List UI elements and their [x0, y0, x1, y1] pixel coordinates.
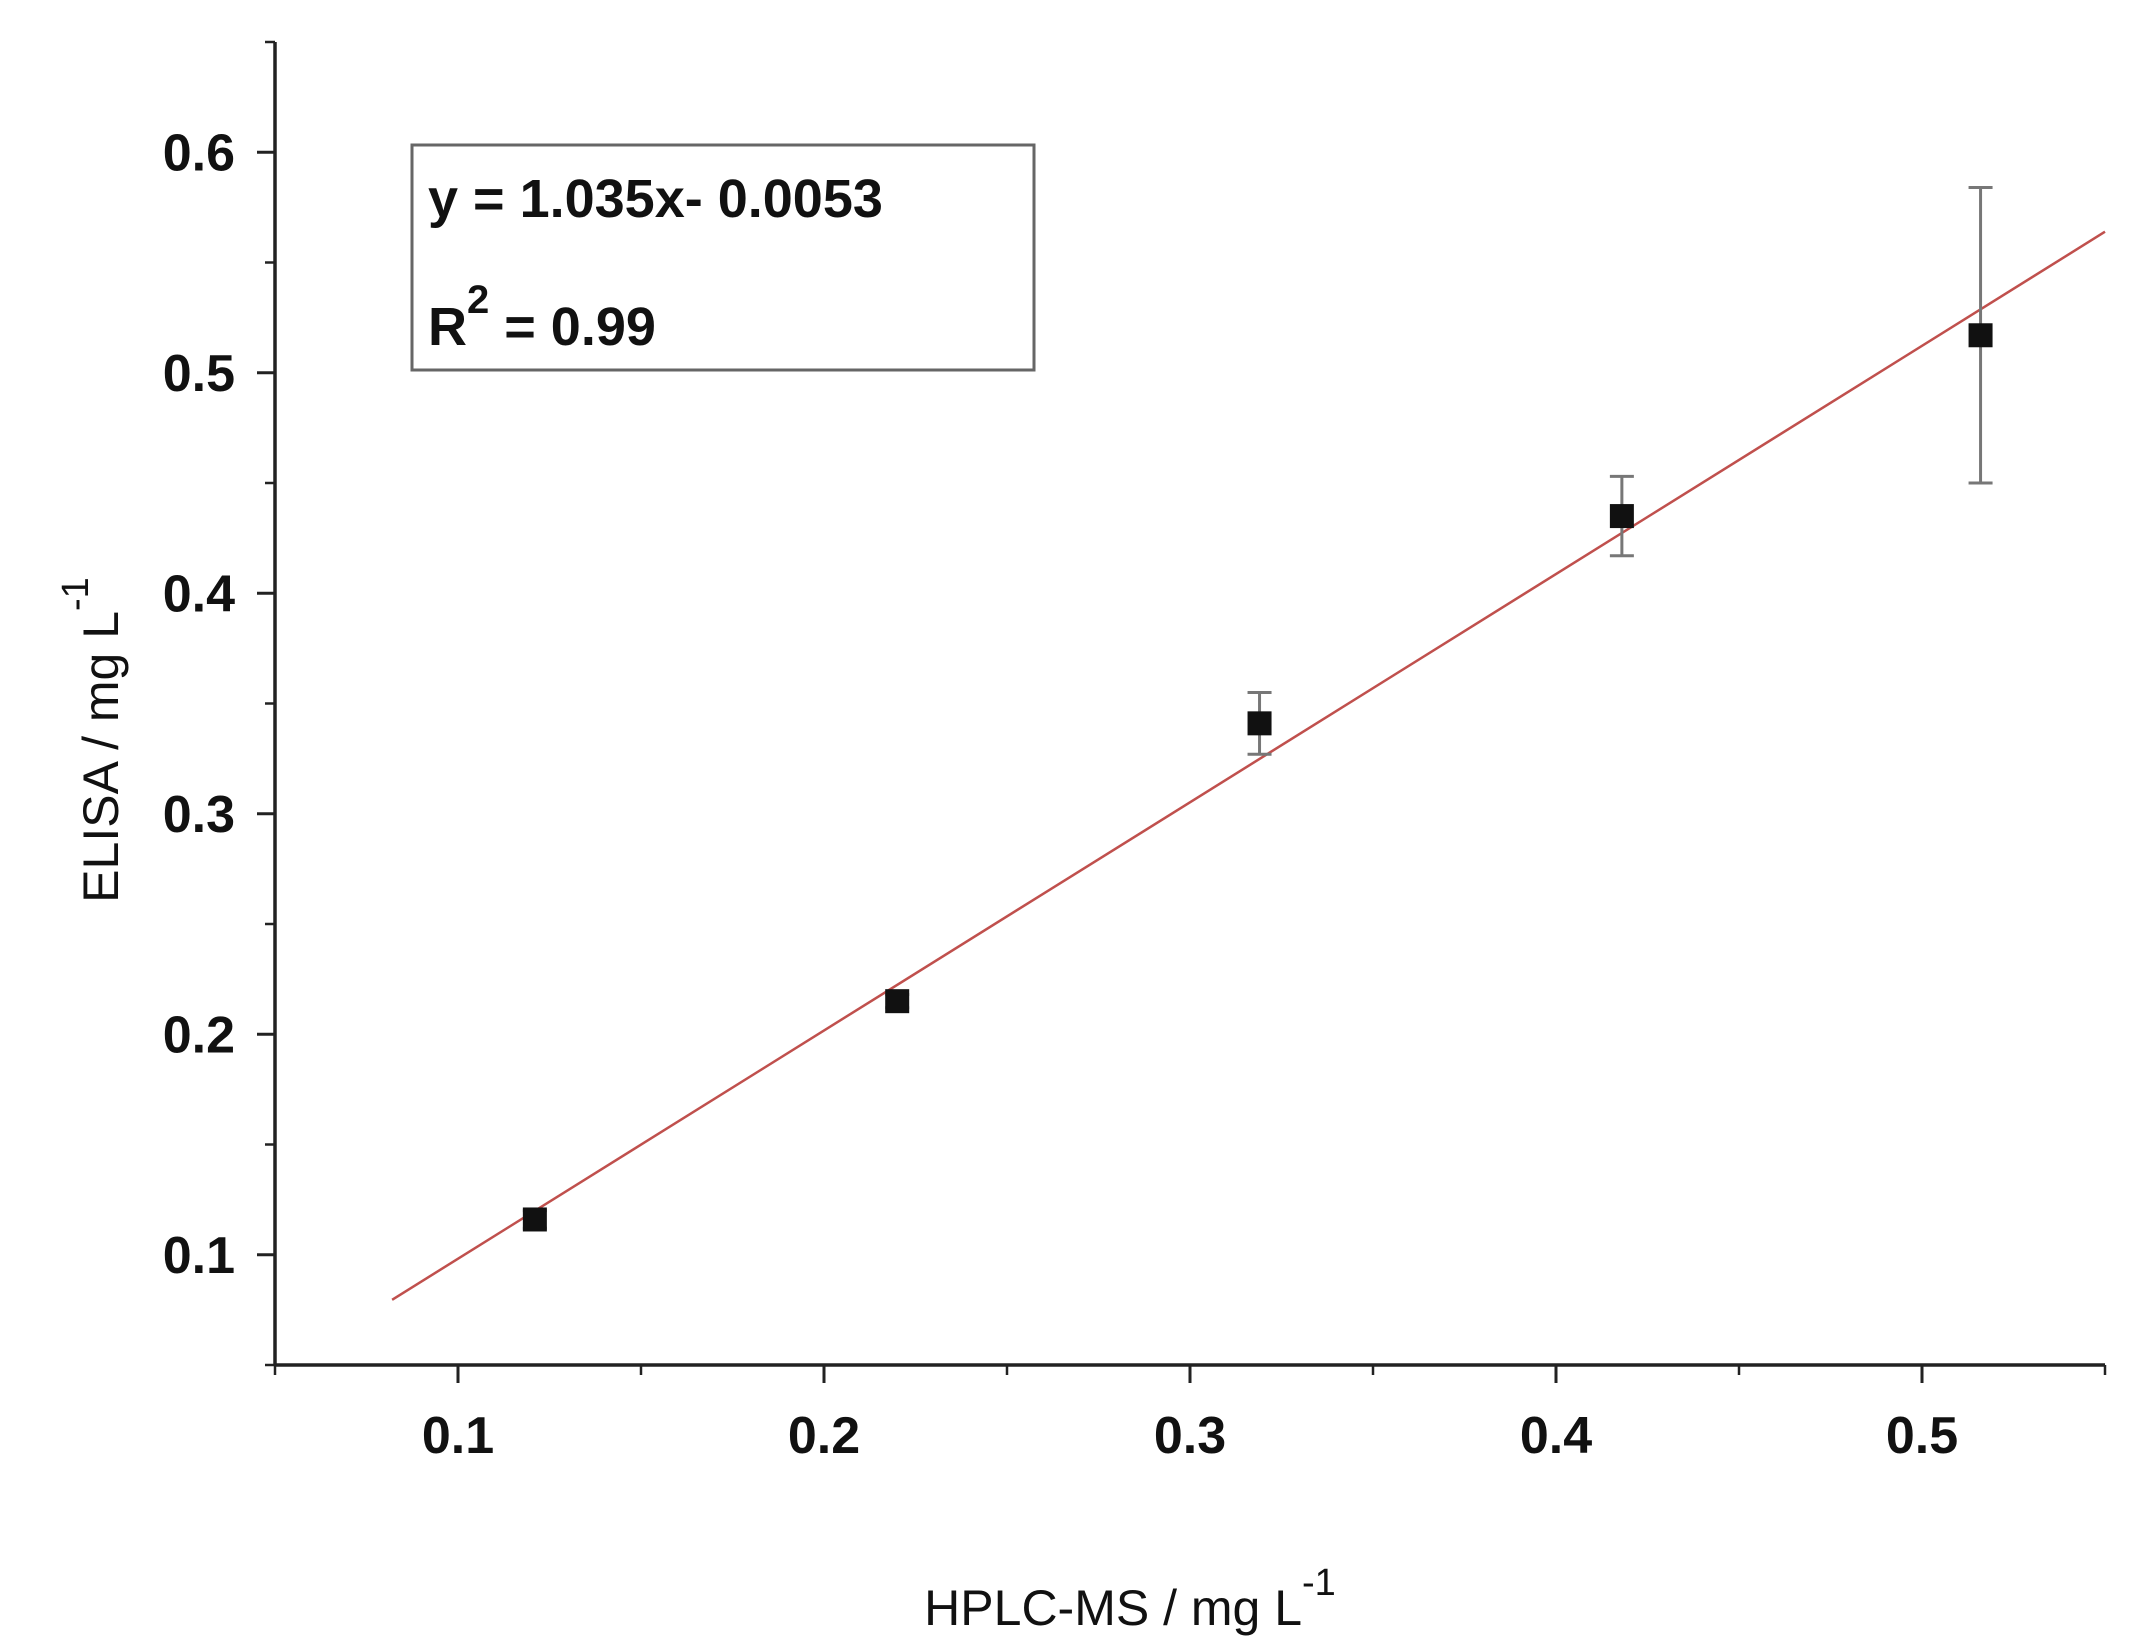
x-axis-label-superscript: -1	[1302, 1562, 1336, 1604]
x-axis-label: HPLC-MS / mg L-1	[924, 1562, 1336, 1636]
data-point	[1247, 711, 1272, 736]
x-tick-label: 0.1	[422, 1407, 494, 1465]
y-tick-label: 0.3	[163, 786, 235, 844]
y-tick-label: 0.1	[163, 1227, 235, 1285]
equation-box: y = 1.035x- 0.0053 R2 = 0.99	[410, 143, 1036, 372]
data-point	[1968, 323, 1993, 348]
equation-box-frame	[410, 143, 1036, 372]
x-tick-label: 0.3	[1154, 1407, 1226, 1465]
x-tick-label: 0.5	[1886, 1407, 1958, 1465]
r-squared-prefix: R	[428, 297, 467, 357]
r-squared-superscript: 2	[467, 278, 489, 322]
r-squared-value: = 0.99	[489, 297, 656, 357]
ticks: 0.1 0.2 0.3 0.4 0.5 0.1 0.2 0.3 0.4 0.5 0.6	[163, 40, 2107, 1465]
equation-text: y = 1.035x- 0.0053	[428, 169, 883, 229]
fit-line-group	[391, 230, 2106, 1301]
y-axis-label-superscript: -1	[55, 577, 97, 611]
r-squared-text: R2 = 0.99	[428, 278, 656, 357]
y-tick-label: 0.2	[163, 1006, 235, 1064]
x-tick-label: 0.2	[788, 1407, 860, 1465]
y-axis-label: ELISA / mg L-1	[55, 577, 129, 903]
data-points	[522, 186, 1993, 1232]
y-tick-label: 0.5	[163, 345, 235, 403]
x-axis-label-text: HPLC-MS / mg L	[924, 1580, 1302, 1636]
data-point	[885, 989, 910, 1014]
y-tick-label: 0.4	[163, 565, 235, 623]
data-point	[522, 1207, 547, 1232]
data-point	[1609, 504, 1634, 529]
y-axis-label-text: ELISA / mg L	[73, 611, 129, 903]
fit-line	[391, 230, 2106, 1301]
x-tick-label: 0.4	[1520, 1407, 1592, 1465]
y-tick-label: 0.6	[163, 124, 235, 182]
